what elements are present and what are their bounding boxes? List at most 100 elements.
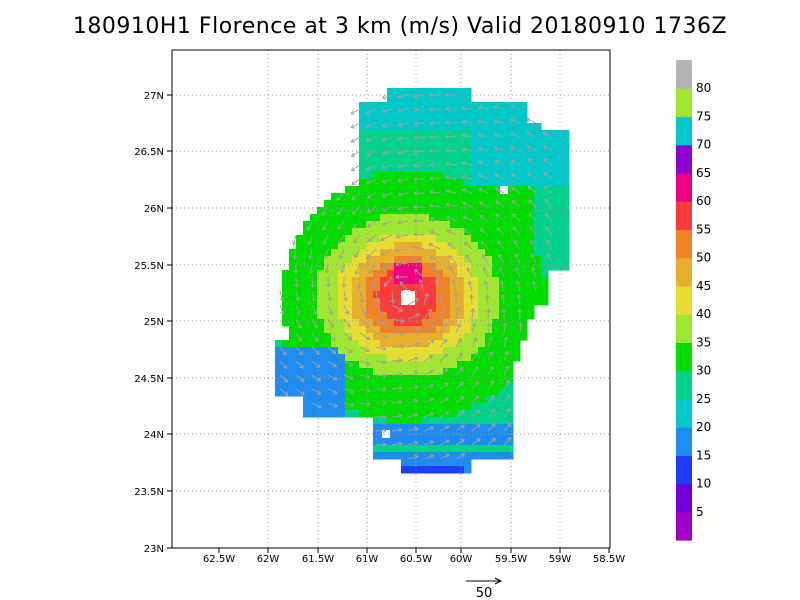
wind-vector-head xyxy=(445,439,450,444)
wind-vector xyxy=(478,188,489,194)
wind-vector-head xyxy=(383,282,389,287)
swath-cell xyxy=(289,291,297,299)
swath-cell xyxy=(520,207,528,215)
wind-vector-head xyxy=(349,362,354,367)
wind-vector-head xyxy=(397,122,402,127)
wind-vector-head xyxy=(499,280,505,285)
wind-vector-head xyxy=(397,108,402,113)
wind-vector xyxy=(295,318,302,329)
swath-cell xyxy=(394,354,402,362)
swath-cell xyxy=(527,235,535,243)
swath-cell xyxy=(443,130,451,138)
swath-cell xyxy=(303,368,311,376)
swath-cell xyxy=(555,221,563,229)
swath-cell xyxy=(345,305,353,313)
swath-cell xyxy=(499,312,507,320)
wind-vector xyxy=(532,281,537,292)
swath-cell xyxy=(352,354,360,362)
swath-cell xyxy=(555,130,563,138)
swath-cell xyxy=(450,382,458,390)
swath-cell xyxy=(485,291,493,299)
swath-cell xyxy=(310,340,318,348)
wind-vector-head xyxy=(413,107,418,113)
wind-vector-head xyxy=(495,200,500,205)
wind-vector-head xyxy=(382,414,387,420)
wind-vector xyxy=(353,234,361,244)
swath-cell xyxy=(443,270,451,278)
swath-cell xyxy=(443,172,451,180)
swath-cell xyxy=(408,263,416,271)
swath-cell xyxy=(359,326,367,334)
swath-cell xyxy=(366,186,374,194)
swath-cell xyxy=(562,263,570,271)
swath-cell xyxy=(464,235,472,243)
swath-cell xyxy=(492,424,500,432)
swath-cell xyxy=(513,326,521,334)
swath-cell xyxy=(492,354,500,362)
swath-cell xyxy=(506,123,514,131)
swath-cell xyxy=(464,452,472,460)
swath-cell xyxy=(450,368,458,376)
swath-cell xyxy=(366,312,374,320)
swath-cell xyxy=(415,284,423,292)
colorbar-swatch xyxy=(676,144,692,174)
wind-vector xyxy=(498,254,505,264)
wind-vector xyxy=(446,176,457,180)
swath-cell xyxy=(513,235,521,243)
swath-cell xyxy=(429,312,437,320)
swath-cell xyxy=(401,130,409,138)
wind-vector-head xyxy=(366,151,371,157)
swath-cell xyxy=(534,221,542,229)
longitude-label: 58.5W xyxy=(593,554,625,565)
wind-vector-head xyxy=(350,402,355,408)
swath-cell xyxy=(394,158,402,166)
swath-cell xyxy=(471,431,479,439)
colorbar-label: 5 xyxy=(696,505,704,519)
swath-cell xyxy=(415,445,423,453)
wind-vector-head xyxy=(429,189,434,195)
longitude-label: 59W xyxy=(549,554,572,565)
longitude-label: 61.5W xyxy=(302,554,334,565)
wind-vector-head xyxy=(475,424,481,429)
wind-vector-head xyxy=(507,437,512,442)
swath-cell xyxy=(380,438,388,446)
swath-cell xyxy=(429,466,437,474)
swath-cell xyxy=(387,270,395,278)
swath-cell xyxy=(366,354,374,362)
swath-cell xyxy=(317,340,325,348)
swath-cell xyxy=(324,368,332,376)
swath-cell xyxy=(366,284,374,292)
wind-vector xyxy=(398,108,409,112)
swath-cell xyxy=(429,340,437,348)
vector-reference-label: 50 xyxy=(476,586,493,600)
wind-vector xyxy=(375,374,387,377)
wind-vector-head xyxy=(398,385,403,391)
swath-cell xyxy=(282,347,290,355)
wind-vector xyxy=(446,229,457,236)
wind-vector-head xyxy=(317,404,322,409)
swath-cell xyxy=(457,249,465,257)
wind-vector xyxy=(455,453,465,460)
wind-vector xyxy=(430,191,441,194)
swath-cell xyxy=(401,445,409,453)
wind-vector-head xyxy=(397,94,402,99)
swath-cell xyxy=(436,361,444,369)
wind-vector-head xyxy=(395,261,400,267)
swath-cell xyxy=(359,333,367,341)
swath-cell xyxy=(289,333,297,341)
wind-vector-head xyxy=(413,370,419,376)
wind-vector xyxy=(527,145,537,152)
swath-cell xyxy=(317,291,325,299)
swath-cell xyxy=(380,326,388,334)
wind-vector-head xyxy=(351,181,356,186)
wind-vector xyxy=(311,402,322,408)
swath-cell xyxy=(471,361,479,369)
wind-vector-head xyxy=(298,337,303,342)
swath-cell xyxy=(562,144,570,152)
swath-cell xyxy=(506,382,514,390)
swath-cell xyxy=(429,431,437,439)
wind-vector xyxy=(311,332,319,342)
wind-vector-head xyxy=(444,397,450,402)
swath-cell xyxy=(408,144,416,152)
swath-cell xyxy=(443,221,451,229)
